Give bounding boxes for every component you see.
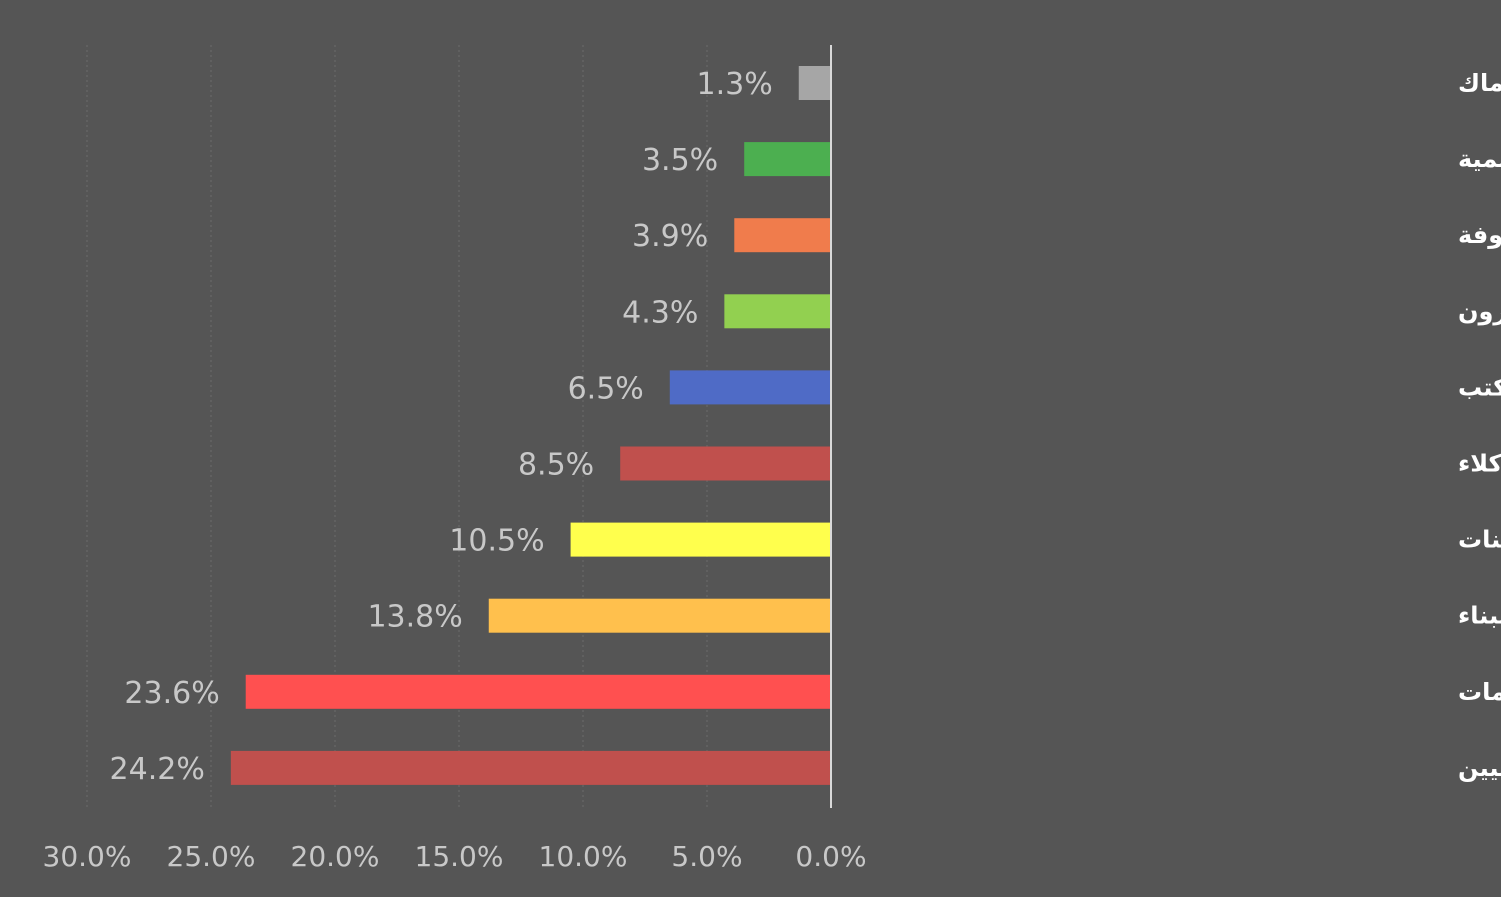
data-label: 10.5% [449,524,544,559]
x-tick-label: 25.0% [167,840,256,873]
category-label: موظفون عامون وموظفو مكتب [1458,373,1501,401]
x-tick-label: 20.0% [291,840,380,873]
data-label: 6.5% [568,371,644,406]
bar [620,446,831,481]
value-labels: 1.3% 3.5% 3.9% 4.3% 6.5% 8.5% 10.5% 13.8% 23.6% 2… [110,67,773,787]
category-label: هندسيون، تقنيون وكلاء [1458,450,1501,478]
data-label: 23.6% [124,676,219,711]
x-tick-label: 10.0% [539,840,628,873]
data-label: 3.5% [642,143,718,178]
x-axis-ticks: 30.0% 25.0% 20.0% 15.0% 10.0% 5.0% 0.0% [43,840,867,873]
category-label: موظفو مبيعات وخدمات [1458,678,1501,706]
data-label: 13.8% [367,600,462,635]
category-labels: عمال مهنيون في الراعة في التحريش وفي صيد… [1458,68,1501,782]
x-tick-label: 5.0% [671,840,742,873]
data-label: 8.5% [518,448,594,483]
bar [734,218,831,253]
bar [570,522,831,557]
bar [488,598,831,633]
category-label: مشغلو منشآت وماكينات [1458,525,1501,554]
x-tick-label: 0.0% [795,840,866,873]
data-label: 4.3% [622,295,698,330]
category-label: أصحاب مهنة في الصناعة في البناء [1458,600,1501,630]
data-label: 1.3% [697,67,773,102]
x-tick-label: 30.0% [43,840,132,873]
category-label: عمال غير مهنيين [1458,754,1501,782]
data-label: 24.2% [110,752,205,787]
category-label: عمال مهنيون في الراعة في التحريش وفي صيد… [1458,68,1501,97]
bar [744,142,831,177]
bars [230,66,832,785]
bar [724,294,831,329]
category-label: مديرون [1458,297,1501,325]
bar [245,674,832,709]
data-label: 3.9% [632,219,708,254]
category-label: أصحاب مهن غير معروفة [1458,219,1501,249]
bar [230,750,832,785]
category-label: أصحاب مهن أكاديمية [1458,143,1501,173]
bar [669,370,831,405]
x-tick-label: 15.0% [415,840,504,873]
bar [798,66,831,100]
